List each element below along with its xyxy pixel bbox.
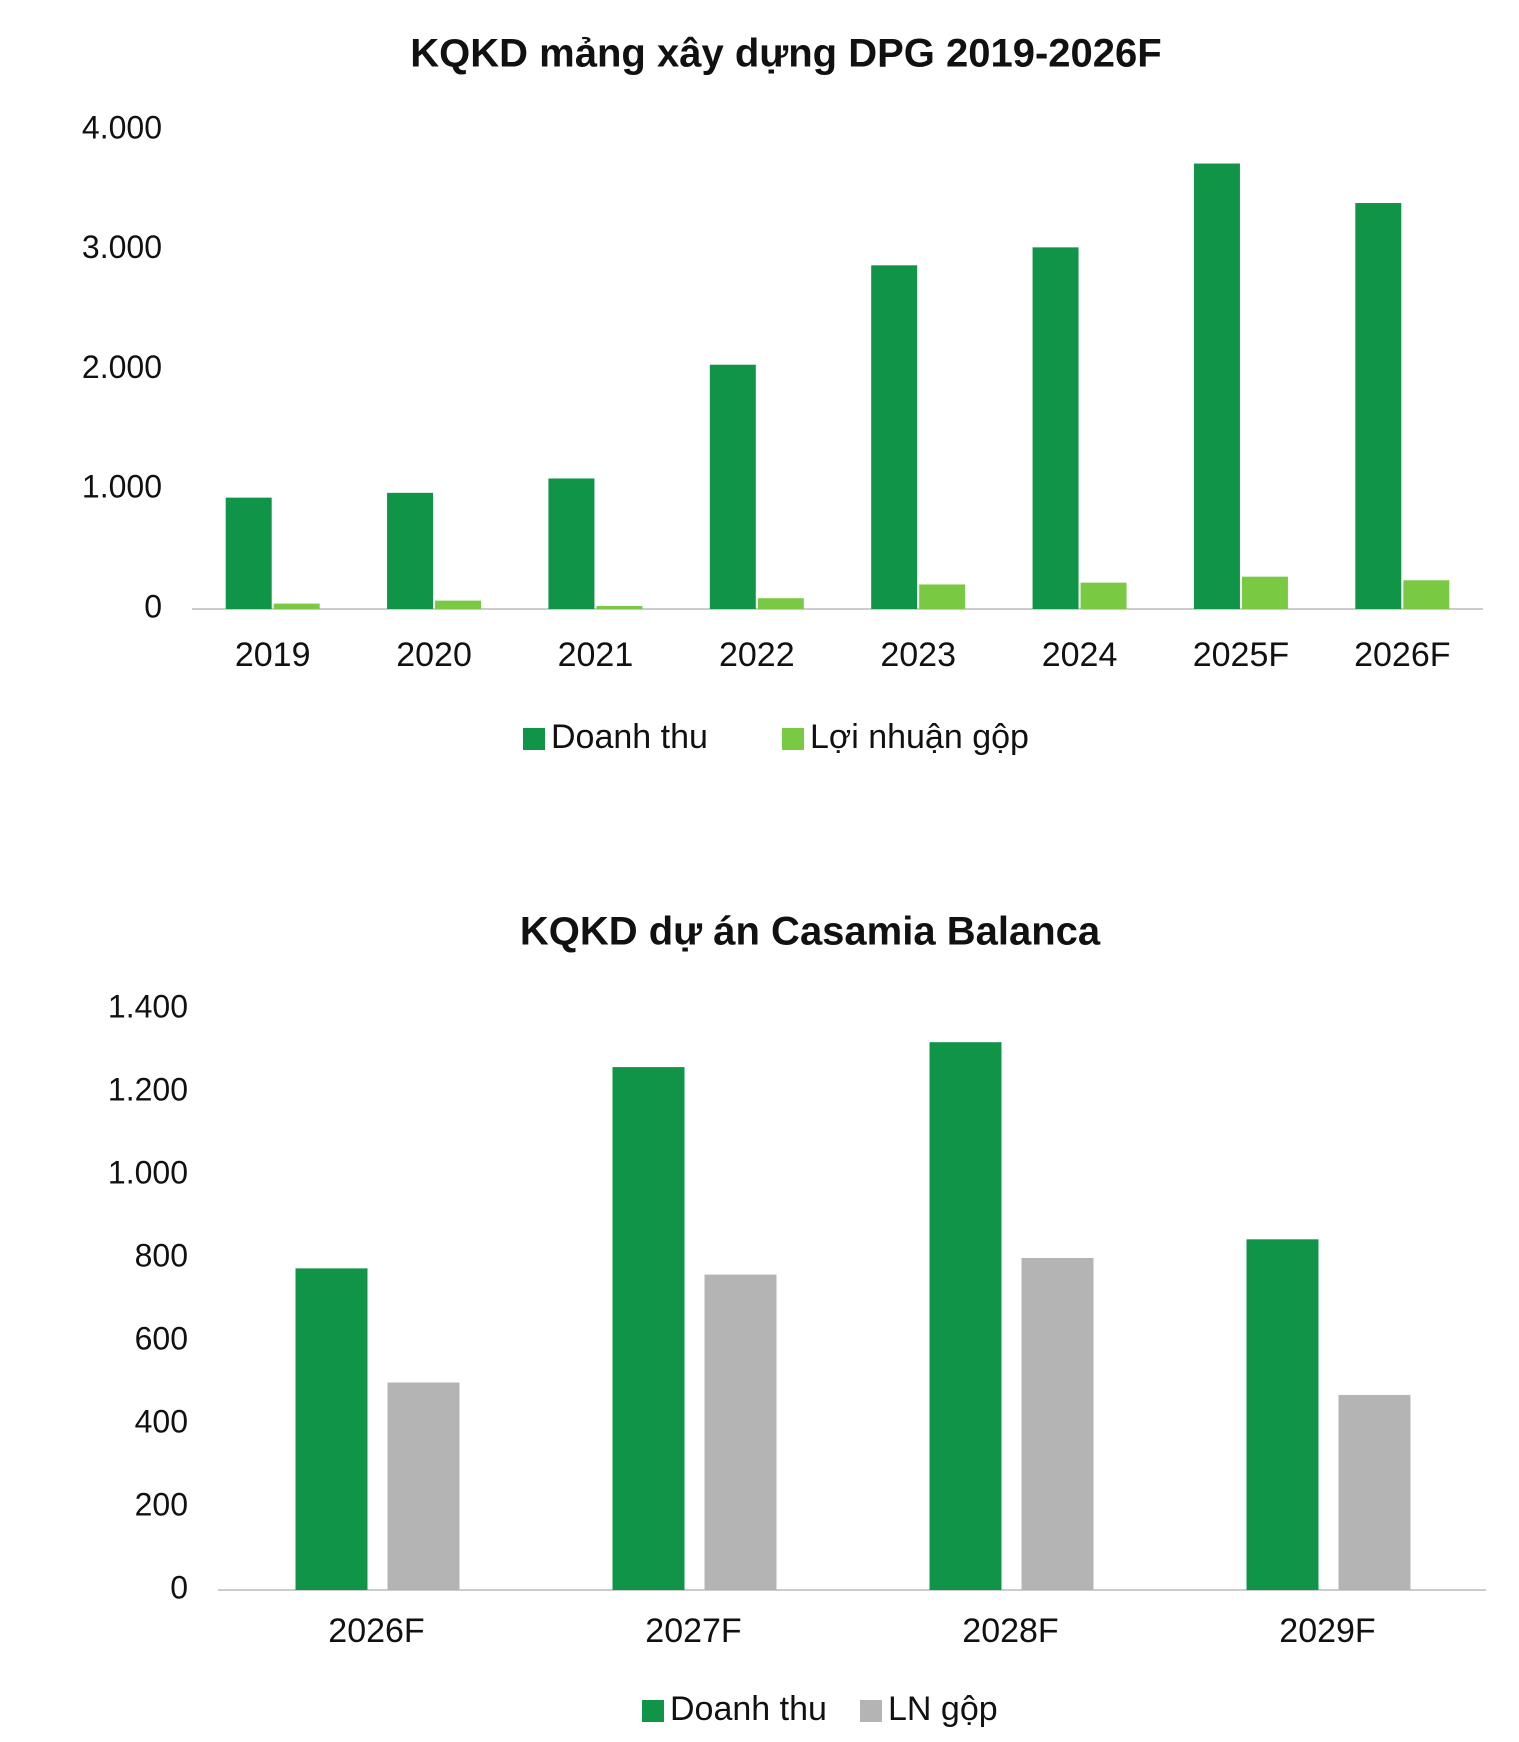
bar [1403,580,1450,609]
bar [919,584,966,609]
chart-title: KQKD dự án Casamia Balanca [520,910,1101,954]
y-tick-label: 1.000 [108,1154,188,1190]
bar [295,1268,368,1590]
chart-title: KQKD mảng xây dựng DPG 2019-2026F [410,32,1161,76]
bar [435,600,482,609]
y-tick-label: 2.000 [82,349,162,385]
bar [387,492,434,609]
y-tick-label: 3.000 [82,229,162,265]
bar [1032,247,1079,610]
y-tick-label: 400 [135,1403,188,1439]
y-tick-label: 200 [135,1486,188,1522]
bar [225,497,272,609]
bar [1241,576,1288,609]
y-tick-label: 4.000 [82,109,162,145]
x-tick-label: 2029F [1279,1612,1375,1650]
bar [596,606,643,609]
x-tick-label: 2026F [328,1612,424,1650]
bar [387,1382,460,1590]
bar [1021,1258,1094,1590]
x-tick-label: 2025F [1193,636,1289,674]
legend-swatch [860,1700,882,1722]
bar [1338,1394,1411,1590]
bar [1080,582,1127,609]
bar [929,1042,1002,1590]
y-tick-label: 1.400 [108,988,188,1024]
y-tick-label: 1.000 [82,469,162,505]
legend-swatch [782,728,804,750]
y-tick-label: 0 [144,588,162,624]
bar [548,478,595,609]
bar [709,364,756,609]
x-tick-label: 2024 [1042,636,1118,674]
x-tick-label: 2020 [396,636,472,674]
legend-label: Doanh thu [551,718,708,756]
x-tick-label: 2027F [645,1612,741,1650]
bar [273,603,320,609]
x-tick-label: 2021 [558,636,634,674]
legend-swatch [523,728,545,750]
bar [757,598,804,609]
x-tick-label: 2023 [880,636,956,674]
bar [1246,1239,1319,1590]
bar [612,1067,685,1590]
y-tick-label: 1.200 [108,1071,188,1107]
bar [1193,163,1240,609]
x-tick-label: 2026F [1354,636,1450,674]
bar [704,1274,777,1590]
legend-label: LN gộp [888,1690,998,1728]
legend-swatch [642,1700,664,1722]
bar [1355,203,1402,610]
legend-label: Doanh thu [670,1690,827,1728]
bar [871,265,918,609]
y-tick-label: 600 [135,1320,188,1356]
x-tick-label: 2028F [962,1612,1058,1650]
x-tick-label: 2022 [719,636,795,674]
legend-label: Lợi nhuận gộp [810,718,1029,756]
y-tick-label: 800 [135,1237,188,1273]
x-tick-label: 2019 [235,636,311,674]
y-tick-label: 0 [170,1569,188,1605]
